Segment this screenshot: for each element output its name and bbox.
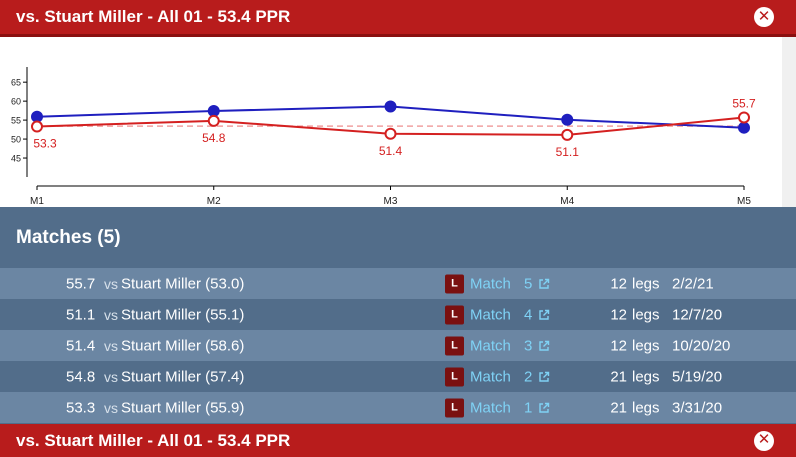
opponent-point <box>738 121 750 134</box>
match-link[interactable]: Match <box>470 337 511 354</box>
dialog-title: vs. Stuart Miller - All 01 - 53.4 PPR <box>16 7 291 26</box>
y-tick-label: 45 <box>11 154 21 164</box>
legs-label: legs <box>632 275 660 292</box>
opponent-name: Stuart Miller (58.6) <box>121 337 245 354</box>
match-average: 53.3 <box>66 399 96 416</box>
vs-label: vs <box>104 368 118 385</box>
matches-panel: Matches (5) 55.7 vs Stuart Miller (53.0)… <box>0 207 796 424</box>
vs-label: vs <box>104 275 118 292</box>
legs-label: legs <box>632 306 660 323</box>
x-tick-label: M4 <box>560 196 574 207</box>
match-link[interactable]: Match <box>470 306 511 323</box>
match-row: 55.7 vs Stuart Miller (53.0) L Match 5 1… <box>0 268 796 299</box>
external-link-icon[interactable] <box>538 371 550 383</box>
opponent-name: Stuart Miller (55.1) <box>121 306 245 323</box>
match-average: 55.7 <box>66 275 96 292</box>
external-link-icon[interactable] <box>538 340 550 352</box>
opponent-point <box>384 100 397 113</box>
player-point <box>561 128 574 141</box>
player-data-label: 54.8 <box>202 131 226 145</box>
dialog-footer-bar: vs. Stuart Miller - All 01 - 53.4 PPR ✕ <box>0 424 796 457</box>
match-date: 3/31/20 <box>672 399 723 416</box>
match-row: 53.3 vs Stuart Miller (55.9) L Match 1 2… <box>0 392 796 423</box>
loss-badge: L <box>445 367 464 386</box>
legs-count: 12 <box>610 306 627 323</box>
match-number-link[interactable]: 2 <box>524 368 533 385</box>
close-icon[interactable]: ✕ <box>754 430 774 451</box>
loss-badge: L <box>445 274 464 293</box>
player-point <box>31 120 43 133</box>
legs-label: legs <box>632 337 660 354</box>
dialog-footer-title: vs. Stuart Miller - All 01 - 53.4 PPR <box>16 430 291 450</box>
match-row: 54.8 vs Stuart Miller (57.4) L Match 2 2… <box>0 361 796 392</box>
match-date: 2/2/21 <box>672 275 714 292</box>
player-point <box>738 111 750 124</box>
match-link[interactable]: Match <box>470 275 511 292</box>
x-tick-label: M5 <box>737 196 751 207</box>
match-number-link[interactable]: 3 <box>524 337 533 354</box>
player-point <box>384 127 397 140</box>
loss-badge: L <box>445 336 464 355</box>
y-tick-label: 65 <box>11 78 21 88</box>
matches-title: Matches (5) <box>16 226 121 248</box>
y-tick-label: 55 <box>11 116 21 126</box>
vs-label: vs <box>104 306 118 323</box>
match-row: 51.4 vs Stuart Miller (58.6) L Match 3 1… <box>0 330 796 361</box>
match-date: 5/19/20 <box>672 368 723 385</box>
player-data-label: 51.4 <box>379 144 403 158</box>
vs-label: vs <box>104 399 118 416</box>
opponent-point <box>561 113 574 126</box>
chart-svg: 45 50 55 60 65 M1 M2 M3 M4 M5 53.3 54.8 51.4 51.1 55.7 <box>11 67 756 207</box>
loss-badge: L <box>445 398 464 417</box>
loss-badge: L <box>445 305 464 324</box>
external-link-icon[interactable] <box>538 402 550 414</box>
opponent-point <box>31 110 43 123</box>
x-tick-label: M1 <box>30 196 44 207</box>
match-date: 12/7/20 <box>672 306 723 323</box>
chart-scrollbar[interactable] <box>782 37 796 207</box>
legs-label: legs <box>632 399 660 416</box>
ppr-line-chart: 45 50 55 60 65 M1 M2 M3 M4 M5 53.3 54.8 51.4 51.1 55.7 <box>0 37 782 207</box>
player-data-label: 55.7 <box>732 96 756 110</box>
opponent-point <box>207 105 220 117</box>
y-tick-label: 50 <box>11 135 21 145</box>
external-link-icon[interactable] <box>538 309 550 321</box>
player-data-label: 51.1 <box>556 145 580 159</box>
match-link[interactable]: Match <box>470 399 511 416</box>
match-average: 54.8 <box>66 368 96 385</box>
legs-count: 21 <box>610 368 627 385</box>
match-average: 51.4 <box>66 337 96 354</box>
match-number-link[interactable]: 5 <box>524 275 533 292</box>
opponent-name: Stuart Miller (55.9) <box>121 399 245 416</box>
match-number-link[interactable]: 4 <box>524 306 533 323</box>
dialog-title-bar: vs. Stuart Miller - All 01 - 53.4 PPR ✕ <box>0 0 796 37</box>
match-number-link[interactable]: 1 <box>524 399 533 416</box>
player-point <box>207 114 220 127</box>
match-date: 10/20/20 <box>672 337 731 354</box>
legs-label: legs <box>632 368 660 385</box>
x-tick-label: M3 <box>384 196 398 207</box>
legs-count: 21 <box>610 399 627 416</box>
close-icon[interactable]: ✕ <box>754 7 774 27</box>
opponent-name: Stuart Miller (53.0) <box>121 275 245 292</box>
legs-count: 12 <box>610 337 627 354</box>
external-link-icon[interactable] <box>538 278 550 290</box>
player-data-label: 53.3 <box>33 137 57 151</box>
match-row: 51.1 vs Stuart Miller (55.1) L Match 4 1… <box>0 299 796 330</box>
vs-label: vs <box>104 337 118 354</box>
match-average: 51.1 <box>66 306 96 323</box>
y-tick-label: 60 <box>11 97 21 107</box>
legs-count: 12 <box>610 275 627 292</box>
x-tick-label: M2 <box>207 196 221 207</box>
opponent-name: Stuart Miller (57.4) <box>121 368 245 385</box>
match-link[interactable]: Match <box>470 368 511 385</box>
